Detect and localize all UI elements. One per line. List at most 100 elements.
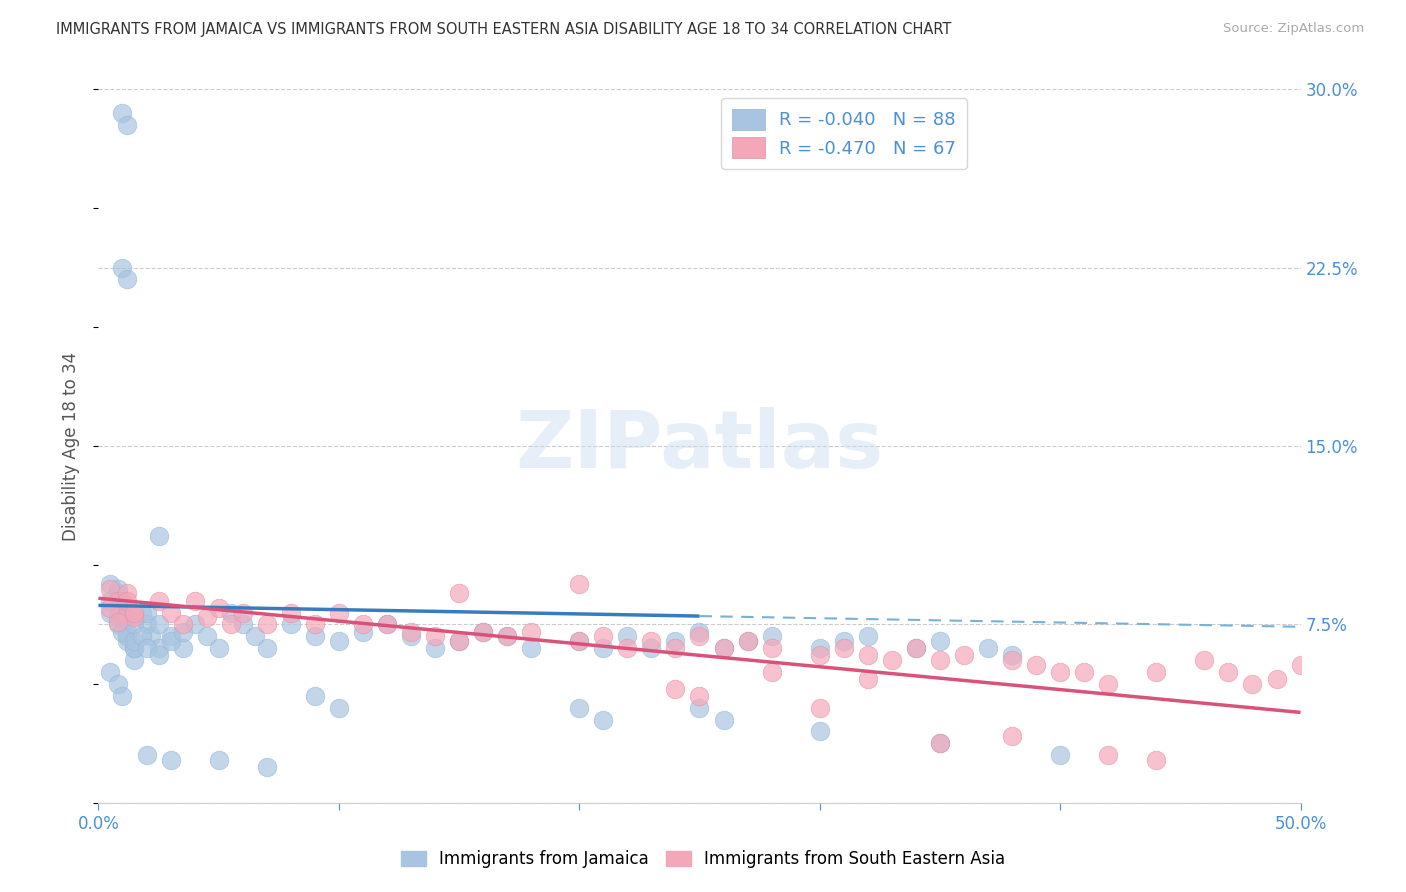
Point <box>977 641 1000 656</box>
Legend: R = -0.040   N = 88, R = -0.470   N = 67: R = -0.040 N = 88, R = -0.470 N = 67 <box>721 98 967 169</box>
Point <box>135 606 157 620</box>
Point <box>117 272 139 286</box>
Point <box>447 634 470 648</box>
Point <box>219 617 242 632</box>
Point <box>117 629 139 643</box>
Point <box>592 641 614 656</box>
Point <box>592 629 614 643</box>
Point <box>124 653 146 667</box>
Point <box>640 641 662 656</box>
Point <box>520 641 543 656</box>
Point <box>107 593 129 607</box>
Point <box>568 634 591 648</box>
Point <box>124 610 146 624</box>
Point <box>117 586 139 600</box>
Point <box>256 760 278 774</box>
Point <box>1073 665 1095 679</box>
Point <box>117 593 139 607</box>
Point <box>1144 753 1167 767</box>
Point <box>399 624 422 639</box>
Point <box>640 634 662 648</box>
Point <box>1097 677 1119 691</box>
Point <box>352 624 374 639</box>
Point <box>232 617 254 632</box>
Point <box>928 736 950 750</box>
Point <box>172 617 194 632</box>
Point <box>111 606 134 620</box>
Point <box>664 634 686 648</box>
Point <box>124 606 146 620</box>
Point <box>107 610 129 624</box>
Point <box>737 634 759 648</box>
Point <box>256 641 278 656</box>
Point <box>689 624 711 639</box>
Point <box>111 106 134 120</box>
Point <box>856 672 879 686</box>
Point <box>328 634 350 648</box>
Point <box>195 610 218 624</box>
Point <box>111 260 134 275</box>
Text: ZIPatlas: ZIPatlas <box>516 407 883 485</box>
Point <box>375 617 398 632</box>
Point <box>616 641 638 656</box>
Point <box>219 606 242 620</box>
Point <box>904 641 927 656</box>
Point <box>689 700 711 714</box>
Point <box>423 641 446 656</box>
Point <box>1001 648 1024 663</box>
Point <box>208 600 231 615</box>
Point <box>124 641 146 656</box>
Point <box>148 593 170 607</box>
Point <box>172 641 194 656</box>
Point <box>496 629 519 643</box>
Point <box>689 629 711 643</box>
Point <box>880 653 903 667</box>
Point <box>664 681 686 696</box>
Point <box>111 624 134 639</box>
Point <box>159 629 181 643</box>
Point <box>135 748 157 763</box>
Point <box>1144 665 1167 679</box>
Point <box>135 617 157 632</box>
Point <box>100 665 122 679</box>
Point <box>713 641 735 656</box>
Point <box>107 615 129 629</box>
Point <box>304 689 326 703</box>
Point <box>616 629 638 643</box>
Point <box>117 610 139 624</box>
Point <box>107 677 129 691</box>
Point <box>328 700 350 714</box>
Point <box>1001 729 1024 743</box>
Point <box>713 641 735 656</box>
Point <box>111 689 134 703</box>
Legend: Immigrants from Jamaica, Immigrants from South Eastern Asia: Immigrants from Jamaica, Immigrants from… <box>394 844 1012 875</box>
Point <box>761 629 783 643</box>
Point <box>1097 748 1119 763</box>
Point <box>472 624 495 639</box>
Point <box>111 593 134 607</box>
Point <box>243 629 266 643</box>
Point <box>568 700 591 714</box>
Point <box>148 529 170 543</box>
Point <box>953 648 976 663</box>
Point <box>375 617 398 632</box>
Point <box>472 624 495 639</box>
Point <box>100 582 122 596</box>
Point <box>423 629 446 643</box>
Point <box>328 606 350 620</box>
Point <box>856 629 879 643</box>
Point <box>232 606 254 620</box>
Point <box>124 641 146 656</box>
Point <box>304 629 326 643</box>
Point <box>1049 665 1071 679</box>
Point <box>159 753 181 767</box>
Point <box>761 641 783 656</box>
Point <box>159 634 181 648</box>
Point <box>689 689 711 703</box>
Point <box>737 634 759 648</box>
Point <box>131 606 153 620</box>
Point <box>904 641 927 656</box>
Point <box>111 593 134 607</box>
Point <box>808 700 831 714</box>
Point <box>148 648 170 663</box>
